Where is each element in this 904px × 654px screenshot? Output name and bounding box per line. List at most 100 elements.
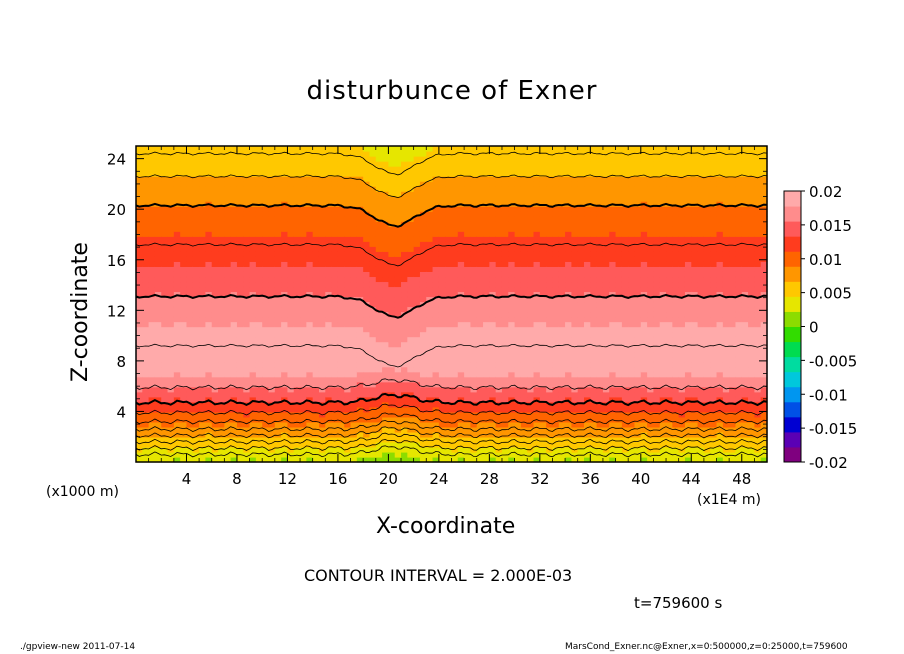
field-cell [224, 341, 232, 348]
field-cell [350, 166, 358, 172]
field-cell [243, 156, 251, 162]
field-cell [590, 176, 598, 182]
field-cell [255, 391, 263, 398]
field-cell [495, 301, 503, 308]
field-cell [432, 241, 440, 247]
field-cell [432, 161, 440, 167]
field-cell [527, 171, 535, 177]
field-cell [602, 341, 610, 348]
field-cell [249, 291, 257, 298]
field-cell [546, 246, 554, 252]
field-cell [628, 431, 636, 438]
field-cell [394, 416, 402, 423]
field-cell [457, 391, 465, 398]
field-cell [325, 336, 333, 343]
field-cell [268, 406, 276, 413]
field-cell [331, 421, 339, 428]
field-cell [628, 226, 636, 232]
field-cell [426, 396, 434, 403]
field-cell [211, 341, 219, 348]
field-cell [218, 301, 225, 308]
field-cell [293, 381, 301, 388]
field-cell [520, 251, 528, 257]
field-cell [401, 236, 408, 242]
field-cell [344, 406, 352, 413]
field-cell [344, 196, 352, 202]
field-cell [199, 181, 207, 187]
field-cell [148, 186, 156, 192]
field-cell [318, 376, 326, 383]
field-cell [148, 371, 156, 378]
field-cell [520, 316, 528, 323]
field-cell [382, 371, 389, 378]
field-cell [571, 206, 579, 212]
field-cell [552, 276, 560, 283]
field-cell [501, 331, 509, 338]
field-cell [224, 386, 232, 393]
field-cell [205, 241, 213, 247]
field-cell [211, 226, 219, 232]
field-cell [363, 306, 371, 313]
field-cell [615, 356, 623, 363]
field-cell [584, 301, 591, 308]
field-cell [401, 451, 408, 458]
field-cell [186, 386, 194, 393]
field-cell [590, 446, 598, 453]
field-cell [552, 246, 560, 252]
field-cell [628, 286, 636, 293]
field-cell [243, 431, 251, 438]
field-cell [464, 311, 472, 318]
field-cell [293, 211, 301, 217]
field-cell [621, 201, 629, 207]
field-cell [558, 171, 566, 177]
field-cell [483, 356, 490, 363]
field-cell [369, 381, 377, 388]
field-cell [331, 326, 339, 333]
field-cell [388, 211, 396, 217]
field-cell [262, 436, 270, 443]
field-cell [413, 406, 421, 413]
field-cell [527, 386, 535, 393]
field-cell [565, 161, 572, 167]
field-cell [401, 446, 408, 453]
field-cell [432, 181, 440, 187]
field-cell [331, 356, 339, 363]
field-cell [136, 176, 143, 182]
field-cell [136, 251, 143, 257]
field-cell [539, 361, 547, 368]
field-cell [514, 356, 522, 363]
field-cell [211, 406, 219, 413]
field-cell [394, 361, 402, 368]
field-cell [192, 201, 200, 207]
field-cell [356, 351, 364, 358]
field-cell [388, 396, 396, 403]
field-cell [375, 391, 383, 398]
field-cell [173, 411, 181, 418]
field-cell [268, 456, 276, 463]
field-cell [483, 441, 490, 448]
field-cell [470, 351, 478, 358]
field-cell [255, 356, 263, 363]
field-cell [337, 206, 345, 212]
field-cell [533, 271, 541, 278]
field-cell [533, 186, 541, 192]
field-cell [546, 266, 554, 272]
field-cell [438, 206, 446, 212]
field-cell [211, 161, 219, 167]
field-cell [413, 326, 421, 333]
field-cell [552, 321, 560, 328]
field-cell [508, 411, 516, 418]
field-cell [205, 331, 213, 338]
field-cell [186, 206, 194, 212]
field-cell [218, 271, 225, 278]
field-cell [388, 351, 396, 358]
field-cell [300, 216, 307, 222]
field-cell [161, 231, 169, 237]
field-cell [584, 166, 591, 172]
field-cell [565, 376, 572, 383]
field-cell [224, 336, 232, 343]
field-cell [255, 366, 263, 373]
field-cell [224, 311, 232, 318]
field-cell [363, 221, 371, 227]
field-cell [533, 246, 541, 252]
